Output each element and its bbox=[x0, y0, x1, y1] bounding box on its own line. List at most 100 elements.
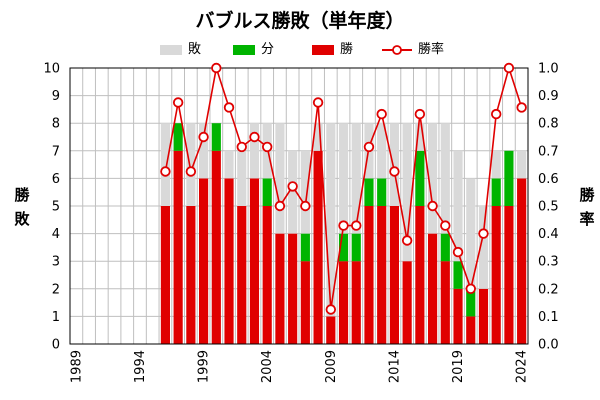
win-rate-point bbox=[414, 108, 426, 120]
win-rate-point bbox=[465, 283, 476, 295]
bar-win bbox=[199, 178, 209, 344]
legend-label-draw: 分 bbox=[261, 42, 275, 57]
win-rate-point bbox=[376, 108, 387, 120]
win-rate-point bbox=[172, 97, 184, 108]
y-left-tick-label: 8 bbox=[52, 117, 60, 132]
bar-win bbox=[402, 261, 412, 344]
bar-win bbox=[377, 206, 387, 344]
legend-swatch-win bbox=[312, 45, 334, 55]
bar-draw bbox=[377, 178, 387, 206]
legend-item-rate: 勝率 bbox=[382, 42, 462, 58]
y-right-tick-label: 0.9 bbox=[538, 89, 559, 104]
win-rate-point bbox=[160, 166, 171, 177]
bar-win bbox=[288, 233, 298, 344]
bar-win bbox=[262, 206, 272, 344]
win-rate-point bbox=[490, 108, 502, 120]
bar-win bbox=[466, 316, 476, 344]
bar-draw bbox=[364, 178, 374, 206]
win-rate-point bbox=[312, 97, 324, 108]
bar-loss bbox=[466, 178, 476, 289]
win-rate-point bbox=[478, 228, 489, 239]
y-right-tick-label: 0.4 bbox=[538, 227, 559, 242]
legend-line-rate bbox=[382, 45, 412, 55]
bar-win bbox=[415, 206, 425, 344]
y-left-tick-label: 7 bbox=[52, 144, 60, 159]
y-right-tick-label: 0.8 bbox=[538, 117, 559, 132]
bar-win bbox=[249, 178, 260, 344]
bar-loss bbox=[377, 123, 387, 179]
y-left-tick-label: 0 bbox=[52, 338, 60, 353]
y-right-tick-label: 1.0 bbox=[538, 62, 559, 77]
bar-draw bbox=[453, 261, 463, 289]
bar-draw bbox=[173, 123, 183, 151]
legend-swatch-draw bbox=[233, 45, 255, 55]
y-left-tick-label: 4 bbox=[52, 227, 60, 242]
legend-item-win: 勝 bbox=[312, 42, 362, 58]
bar-draw bbox=[262, 178, 272, 206]
win-rate-point bbox=[223, 102, 235, 113]
y-right-tick-label: 0.2 bbox=[538, 282, 559, 297]
bar-draw bbox=[504, 150, 514, 206]
y-right-tick-label: 0.1 bbox=[538, 310, 559, 325]
x-tick-label: 1989 bbox=[69, 350, 84, 383]
bar-draw bbox=[415, 150, 425, 206]
y-right-tick-label: 0.6 bbox=[538, 172, 559, 187]
bar-win bbox=[313, 150, 323, 344]
bar-win bbox=[338, 261, 349, 344]
bar-loss bbox=[275, 123, 285, 234]
bar-win bbox=[326, 316, 336, 344]
bar-loss bbox=[288, 150, 298, 234]
win-rate-point bbox=[452, 246, 464, 258]
win-rate-point bbox=[401, 235, 413, 246]
bar-loss bbox=[440, 123, 450, 234]
y-left-tick-label: 10 bbox=[43, 62, 60, 77]
y-left-tick-label: 6 bbox=[52, 172, 60, 187]
bar-win bbox=[364, 206, 374, 344]
bar-loss bbox=[338, 123, 349, 234]
bar-loss bbox=[326, 123, 336, 317]
win-rate-point bbox=[185, 166, 197, 177]
y-left-tick-label: 2 bbox=[52, 282, 60, 297]
y-left-tick-label: 1 bbox=[52, 310, 60, 325]
chart-title: バブルス勝敗（単年度） bbox=[195, 10, 405, 32]
bar-win bbox=[389, 206, 399, 344]
x-tick-label: 2009 bbox=[324, 350, 339, 383]
bar-win bbox=[173, 150, 183, 344]
x-tick-label: 1994 bbox=[133, 350, 148, 383]
bar-loss bbox=[237, 150, 247, 206]
legend-label-rate: 勝率 bbox=[418, 42, 445, 57]
bar-win bbox=[186, 206, 196, 344]
win-rate-point bbox=[211, 62, 222, 74]
win-rate-point bbox=[249, 131, 260, 143]
bar-win bbox=[160, 206, 170, 344]
x-tick-label: 1999 bbox=[197, 350, 212, 383]
bar-loss bbox=[491, 150, 501, 179]
bar-loss bbox=[402, 123, 412, 262]
win-rate-point bbox=[503, 62, 515, 74]
y-left-tick-label: 9 bbox=[52, 89, 60, 104]
bar-win bbox=[428, 233, 438, 344]
win-rate-point bbox=[236, 141, 247, 153]
bar-win bbox=[453, 288, 463, 344]
legend-label-win: 勝 bbox=[340, 42, 354, 57]
win-rate-point bbox=[440, 220, 451, 231]
y-right-tick-label: 0.5 bbox=[538, 200, 559, 215]
y-right-tick-label: 0.0 bbox=[538, 338, 559, 353]
win-rate-point bbox=[261, 141, 273, 153]
bar-win bbox=[237, 206, 247, 344]
bar-win bbox=[300, 261, 310, 344]
win-rate-point bbox=[338, 220, 349, 231]
bar-series bbox=[160, 123, 527, 344]
x-tick-label: 2019 bbox=[451, 350, 466, 383]
legend-item-loss: 敗 bbox=[160, 42, 202, 58]
bar-win bbox=[491, 206, 501, 344]
bar-win bbox=[275, 233, 285, 344]
bar-loss bbox=[389, 123, 399, 206]
y-left-tick-label: 3 bbox=[52, 255, 60, 270]
bar-draw bbox=[491, 178, 501, 206]
bar-win bbox=[517, 178, 527, 344]
y-right-axis-title: 勝率 bbox=[579, 186, 595, 228]
legend-label-loss: 敗 bbox=[188, 42, 202, 57]
win-rate-point bbox=[351, 220, 362, 231]
